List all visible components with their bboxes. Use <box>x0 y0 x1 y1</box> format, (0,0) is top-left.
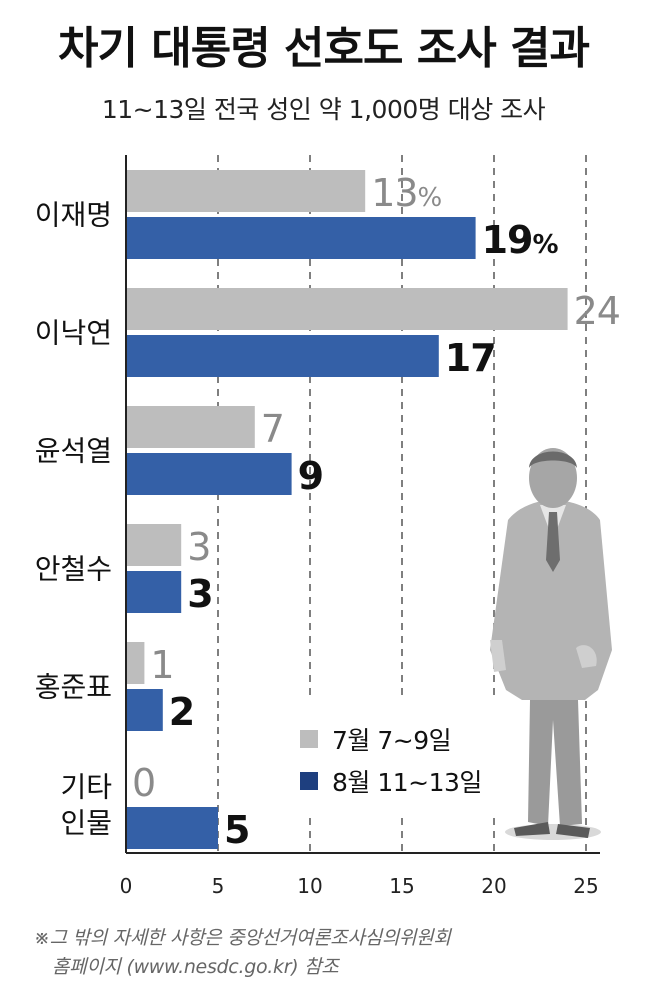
bar-series1 <box>126 642 145 684</box>
category-label: 안철수 <box>35 553 112 586</box>
data-label-series1: 24 <box>574 289 620 333</box>
figure-legs <box>528 700 582 826</box>
category-label: 기타 <box>60 771 112 804</box>
legend-swatch-series2 <box>300 772 318 790</box>
legend-label-series2: 8월 11~13일 <box>332 768 482 797</box>
data-label-series1: 13% <box>371 171 441 215</box>
bar-series2 <box>126 335 439 377</box>
bar-series2 <box>126 807 218 849</box>
data-label-series2: 9 <box>298 454 323 498</box>
x-tick-label: 25 <box>573 874 598 898</box>
x-tick-label: 0 <box>120 874 133 898</box>
data-label-series2: 2 <box>169 690 194 734</box>
chart-title: 차기 대통령 선호도 조사 결과 <box>57 23 590 74</box>
chart-subtitle: 11~13일 전국 성인 약 1,000명 대상 조사 <box>101 95 546 124</box>
data-label-series1: 1 <box>150 643 173 687</box>
footnote: ※그 밖의 자세한 사항은 중앙선거여론조사심의위원회 홈페이지 (www.ne… <box>34 924 634 982</box>
figure-head <box>529 448 577 508</box>
x-tick-label: 20 <box>481 874 506 898</box>
data-label-series1: 0 <box>132 761 155 805</box>
bar-series1 <box>126 524 182 566</box>
figure-hair <box>529 451 577 468</box>
category-label: 이재명 <box>35 199 112 232</box>
data-label-series2: 5 <box>224 808 249 852</box>
data-label-series1: 7 <box>261 407 284 451</box>
legend-item-series2: 8월 11~13일 <box>300 766 482 797</box>
data-label-series2: 3 <box>187 572 212 616</box>
legend-item-series1: 7월 7~9일 <box>300 724 452 755</box>
x-tick-label: 15 <box>389 874 414 898</box>
legend-label-series1: 7월 7~9일 <box>332 726 452 755</box>
x-tick-label: 5 <box>212 874 225 898</box>
bar-series2 <box>126 453 292 495</box>
figure-hand-right <box>576 645 597 668</box>
figure-hand-left <box>490 640 506 672</box>
businessman-illustration <box>490 448 612 840</box>
legend-swatch-series1 <box>300 730 318 748</box>
figure-tie <box>546 512 560 572</box>
data-label-series2: 19% <box>482 218 559 262</box>
bar-series2 <box>126 217 476 259</box>
category-label: 윤석열 <box>35 435 112 468</box>
bar-series2 <box>126 689 163 731</box>
bar-series1 <box>126 406 255 448</box>
footnote-line1: ※그 밖의 자세한 사항은 중앙선거여론조사심의위원회 <box>34 927 451 949</box>
bar-series1 <box>126 288 568 330</box>
x-tick-label: 10 <box>297 874 322 898</box>
category-label: 홍준표 <box>35 671 112 704</box>
bar-series1 <box>126 170 366 212</box>
data-label-series2: 17 <box>445 336 496 380</box>
footnote-line2: 홈페이지 (www.nesdc.go.kr) 참조 <box>52 956 339 978</box>
bar-series2 <box>126 571 182 613</box>
data-label-series1: 3 <box>187 525 210 569</box>
legend: 7월 7~9일 8월 11~13일 <box>276 702 522 814</box>
figure-shoes <box>514 822 590 838</box>
category-label: 인물 <box>60 807 112 840</box>
category-label: 이낙연 <box>35 317 112 350</box>
